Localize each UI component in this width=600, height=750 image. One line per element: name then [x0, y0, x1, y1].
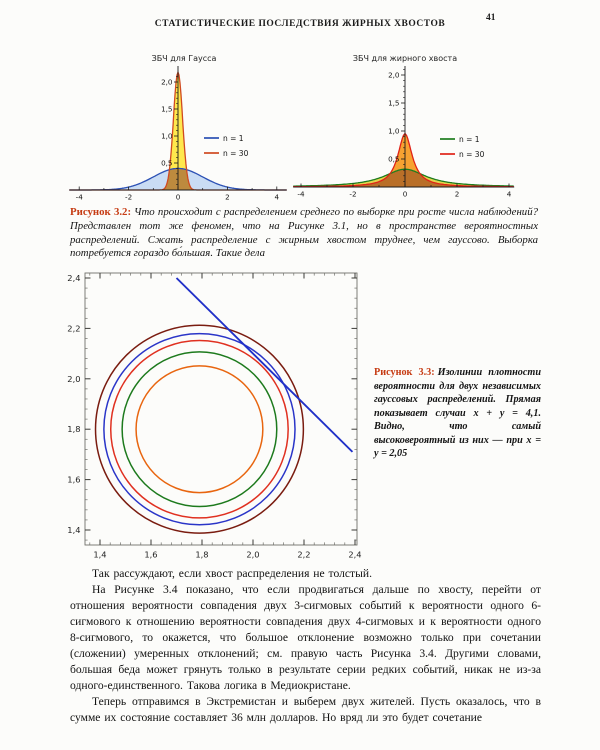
svg-text:2,0: 2,0: [388, 71, 400, 80]
svg-text:0: 0: [176, 193, 181, 202]
svg-text:0,5: 0,5: [161, 159, 172, 168]
paragraph-2: На Рисунке 3.4 показано, что если продви…: [70, 583, 541, 692]
page-header: СТАТИСТИЧЕСКИЕ ПОСЛЕДСТВИЯ ЖИРНЫХ ХВОСТО…: [0, 13, 600, 31]
svg-text:0,5: 0,5: [388, 155, 399, 164]
svg-text:2: 2: [455, 190, 460, 199]
paragraph-3: Теперь отправимся в Экстремистан и выбер…: [70, 695, 541, 724]
page-number: 41: [486, 13, 496, 23]
svg-text:2,2: 2,2: [297, 550, 310, 560]
isodensity-contour-plot: 1,4 1,6 1,8 2,0 2,2 2,4 1,4 1,6 1,8 2,0 2,2 2,4: [67, 272, 362, 560]
svg-text:4: 4: [275, 193, 280, 202]
figure-3-2-label: Рисунок 3.2:: [70, 206, 132, 218]
figure-3-2-caption: Рисунок 3.2: Что происходит с распределен…: [70, 206, 538, 261]
svg-text:1,4: 1,4: [93, 550, 106, 560]
figure-3-3-text: Изолинии плотности вероятности для двух …: [374, 367, 541, 459]
svg-text:1,0: 1,0: [161, 132, 173, 141]
svg-text:1,5: 1,5: [388, 99, 399, 108]
svg-text:-2: -2: [125, 193, 132, 202]
svg-text:1,0: 1,0: [388, 127, 400, 136]
svg-text:1,4: 1,4: [67, 525, 80, 535]
svg-text:n = 30: n = 30: [459, 150, 485, 159]
svg-text:1,5: 1,5: [161, 105, 172, 114]
svg-text:1,8: 1,8: [195, 550, 208, 560]
lln-gaussian-chart: -4 -2 0 2 4 0,5 1,0 1,5 2,0 ЗБЧ для Гаусса n = 1 n …: [69, 54, 287, 202]
svg-text:1,8: 1,8: [67, 424, 80, 434]
body-text: Так рассуждают, если хвост распределения…: [70, 566, 541, 726]
svg-text:2,0: 2,0: [246, 550, 259, 560]
svg-text:0: 0: [403, 190, 408, 199]
svg-text:n = 30: n = 30: [223, 149, 249, 158]
svg-text:2,4: 2,4: [348, 550, 361, 560]
figure-3-3-label: Рисунок 3.3:: [374, 367, 435, 378]
svg-text:-4: -4: [76, 193, 84, 202]
svg-text:n = 1: n = 1: [459, 135, 480, 144]
svg-text:1,6: 1,6: [144, 550, 157, 560]
svg-text:ЗБЧ для жирного хвоста: ЗБЧ для жирного хвоста: [353, 54, 457, 63]
svg-text:2,2: 2,2: [67, 323, 80, 333]
lln-fat-tail-chart: -4 -2 0 2 4 0,5 1,0 1,5 2,0 ЗБЧ для жирного хвост…: [293, 54, 515, 199]
figure-3-3-caption: Рисунок 3.3: Изолинии плотности вероятнос…: [374, 366, 541, 461]
svg-text:ЗБЧ для Гаусса: ЗБЧ для Гаусса: [152, 54, 217, 63]
paragraph-1: Так рассуждают, если хвост распределения…: [92, 567, 373, 580]
svg-text:2,0: 2,0: [161, 78, 173, 87]
svg-text:4: 4: [507, 190, 512, 199]
svg-text:-4: -4: [297, 190, 305, 199]
running-head: СТАТИСТИЧЕСКИЕ ПОСЛЕДСТВИЯ ЖИРНЫХ ХВОСТО…: [154, 19, 446, 29]
svg-text:-2: -2: [349, 190, 356, 199]
svg-text:2,4: 2,4: [67, 273, 80, 283]
svg-text:2: 2: [225, 193, 230, 202]
svg-text:2,0: 2,0: [67, 374, 80, 384]
svg-text:1,6: 1,6: [67, 475, 80, 485]
figure-3-2-text: Что происходит с распределением среднего…: [70, 206, 539, 260]
svg-text:n = 1: n = 1: [223, 134, 244, 143]
